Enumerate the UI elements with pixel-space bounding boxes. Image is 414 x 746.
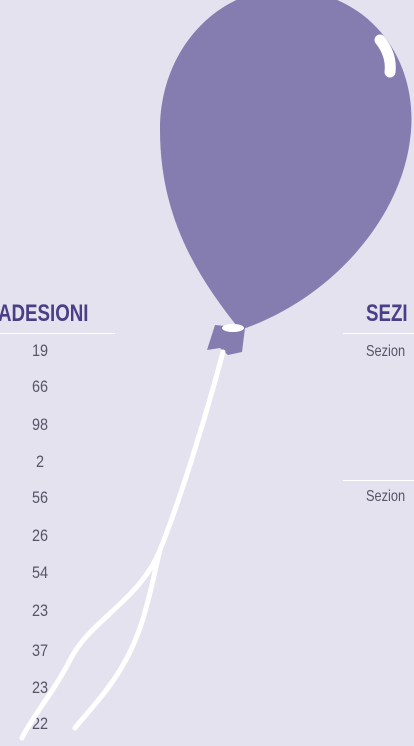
string: [22, 352, 223, 738]
knot-highlight: [222, 324, 244, 332]
page: ADESIONI SEZI 196698256265423372322Sezio…: [0, 0, 414, 746]
balloon-illustration: [0, 0, 414, 746]
balloon: [160, 0, 412, 330]
